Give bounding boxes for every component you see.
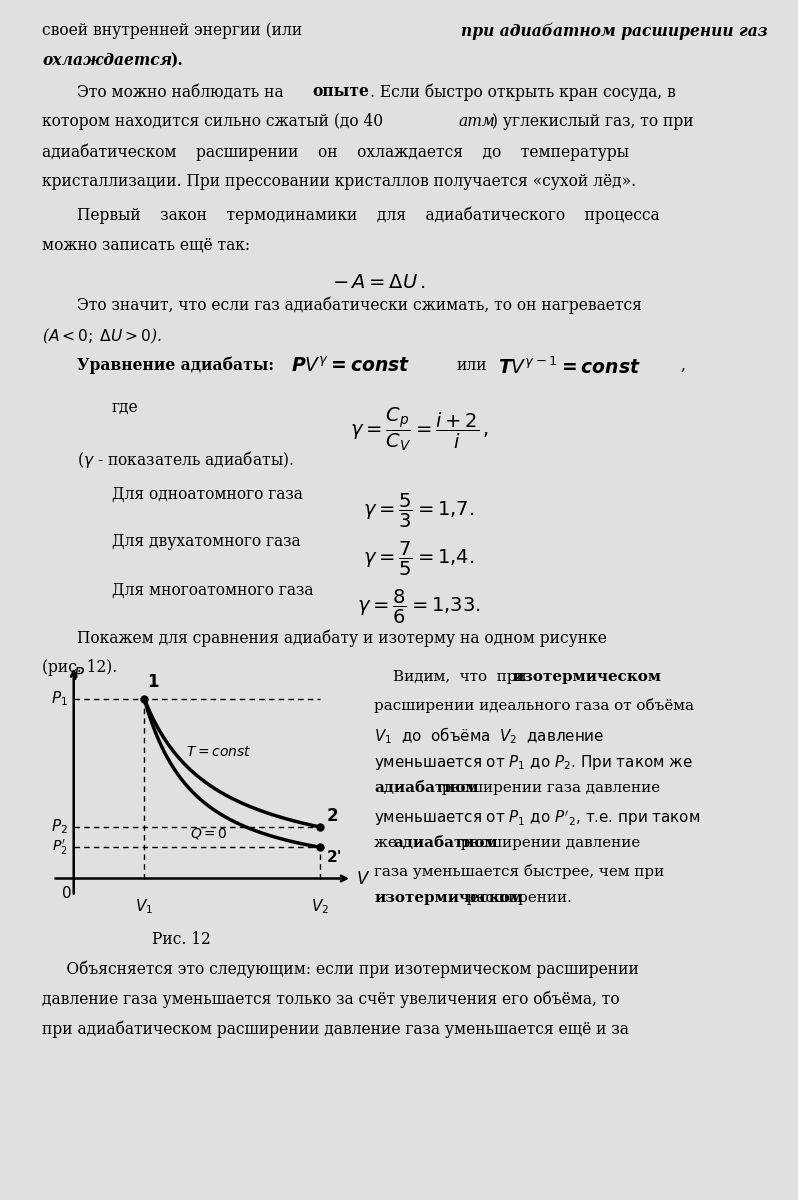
Text: расширении идеального газа от объёма: расширении идеального газа от объёма [374,698,694,713]
Text: $T = const$: $T = const$ [187,745,252,758]
Text: расширении давление: расширении давление [456,836,640,850]
Text: Покажем для сравнения адиабату и изотерму на одном рисунке: Покажем для сравнения адиабату и изотерм… [77,630,606,647]
Text: расширении.: расширении. [462,892,572,905]
Text: опыте: опыте [312,84,369,101]
Text: Для двухатомного газа: Для двухатомного газа [112,534,301,551]
Text: уменьшается от $P_1$ до $P'_2$, т.е. при таком: уменьшается от $P_1$ до $P'_2$, т.е. при… [374,809,700,828]
Text: газа уменьшается быстрее, чем при: газа уменьшается быстрее, чем при [374,864,664,878]
Text: $V$: $V$ [356,870,370,888]
Text: при адиабатическом расширении давление газа уменьшается ещё и за: при адиабатическом расширении давление г… [42,1020,629,1038]
Text: или: или [456,356,487,373]
Text: Объясняется это следующим: если при изотермическом расширении: Объясняется это следующим: если при изот… [42,960,639,978]
Text: изотермическом: изотермическом [512,671,662,684]
Text: можно записать ещё так:: можно записать ещё так: [42,236,250,253]
Text: ,: , [680,356,685,373]
Text: своей внутренней энергии (или: своей внутренней энергии (или [42,22,307,38]
Text: $\boldsymbol{TV^{\gamma-1} = const}$: $\boldsymbol{TV^{\gamma-1} = const}$ [498,356,641,378]
Text: $V_2$: $V_2$ [311,898,330,917]
Text: Это значит, что если газ адиабатически сжимать, то он нагревается: Это значит, что если газ адиабатически с… [77,296,642,314]
Text: давление газа уменьшается только за счёт увеличения его объёма, то: давление газа уменьшается только за счёт… [42,990,619,1008]
Text: 2': 2' [326,850,342,865]
Text: $Q = 0$: $Q = 0$ [190,826,227,840]
Text: при адиабатном расширении газ: при адиабатном расширении газ [461,22,768,40]
Text: расширении газа давление: расширении газа давление [437,781,660,794]
Text: ).: ). [170,52,183,68]
Text: $P_1$: $P_1$ [51,689,68,708]
Text: где: где [112,398,139,415]
Text: адиабатном: адиабатном [393,836,497,850]
Text: $P_2'$: $P_2'$ [53,838,68,857]
Text: охлаждается: охлаждается [42,52,172,68]
Text: Это можно наблюдать на: Это можно наблюдать на [77,84,289,101]
Text: $P_2$: $P_2$ [51,817,68,836]
Text: $\gamma = \dfrac{7}{5} = 1{,}4.$: $\gamma = \dfrac{7}{5} = 1{,}4.$ [363,540,475,577]
Text: $V_1$  до  объёма  $V_2$  давление: $V_1$ до объёма $V_2$ давление [374,726,604,746]
Text: уменьшается от $P_1$ до $P_2$. При таком же: уменьшается от $P_1$ до $P_2$. При таком… [374,754,693,773]
Text: Первый    закон    термодинамики    для    адиабатического    процесса: Первый закон термодинамики для адиабатич… [77,206,660,224]
Text: изотермическом: изотермическом [374,892,523,905]
Text: Для многоатомного газа: Для многоатомного газа [112,582,314,599]
Text: адиабатическом    расширении    он    охлаждается    до    температуры: адиабатическом расширении он охлаждается… [42,144,629,161]
Text: атм: атм [458,114,495,131]
Text: 1: 1 [148,673,159,691]
Text: ) углекислый газ, то при: ) углекислый газ, то при [492,114,693,131]
Text: Рис. 12: Рис. 12 [152,930,211,948]
Text: $V_1$: $V_1$ [135,898,153,917]
Text: же: же [374,836,401,850]
Text: $-\,A = \Delta U\,.$: $-\,A = \Delta U\,.$ [332,272,426,292]
Text: Видим,  что  при: Видим, что при [374,671,536,684]
Text: $\gamma = \dfrac{C_p}{C_V} = \dfrac{i+2}{i}\,,$: $\gamma = \dfrac{C_p}{C_V} = \dfrac{i+2}… [350,406,488,454]
Text: ($A < 0;\; \Delta U > 0$).: ($A < 0;\; \Delta U > 0$). [42,326,163,346]
Text: ($\gamma$ - показатель адиабаты).: ($\gamma$ - показатель адиабаты). [77,450,294,470]
Text: $P$: $P$ [73,666,85,684]
Text: Уравнение адиабаты:: Уравнение адиабаты: [77,356,274,374]
Text: 2: 2 [326,806,338,824]
Text: (рис. 12).: (рис. 12). [42,660,117,677]
Text: $\boldsymbol{PV^{\gamma} = const}$: $\boldsymbol{PV^{\gamma} = const}$ [291,356,410,376]
Text: $\gamma = \dfrac{8}{6} = 1{,}33.$: $\gamma = \dfrac{8}{6} = 1{,}33.$ [357,588,481,625]
Text: котором находится сильно сжатый (до 40: котором находится сильно сжатый (до 40 [42,114,388,131]
Text: 0: 0 [62,886,72,901]
Text: Для одноатомного газа: Для одноатомного газа [112,486,303,503]
Text: кристаллизации. При прессовании кристаллов получается «сухой лёд».: кристаллизации. При прессовании кристалл… [42,174,636,191]
Text: $\gamma = \dfrac{5}{3} = 1{,}7.$: $\gamma = \dfrac{5}{3} = 1{,}7.$ [363,492,475,529]
Text: адиабатном: адиабатном [374,781,479,794]
Text: . Если быстро открыть кран сосуда, в: . Если быстро открыть кран сосуда, в [370,84,676,101]
